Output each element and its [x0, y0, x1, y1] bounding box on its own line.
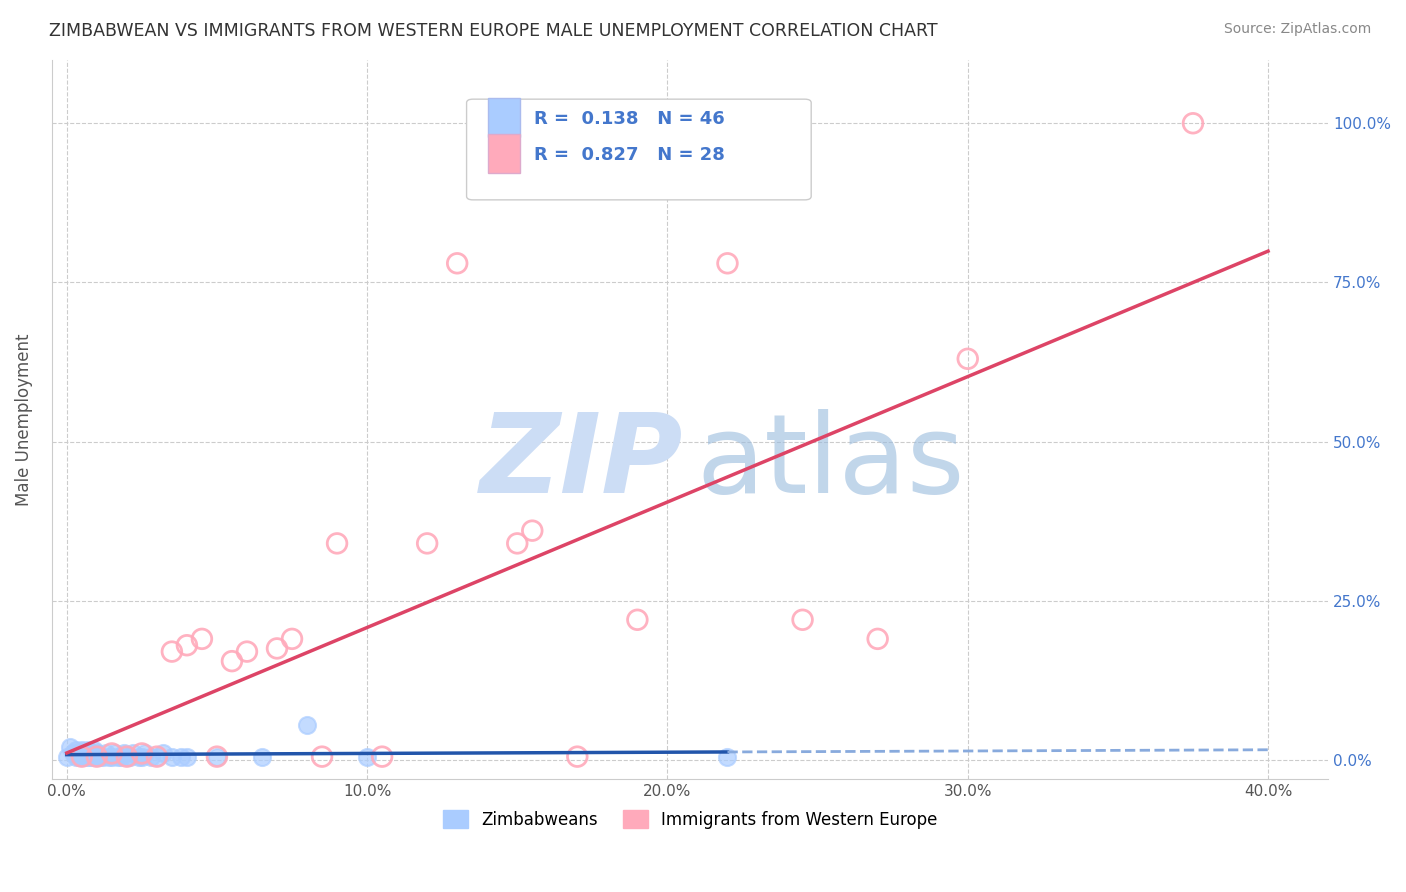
Point: [139, 749, 162, 764]
Point: [94, 747, 117, 761]
Point: [73, 749, 96, 764]
Point: [160, 749, 183, 764]
Point: [104, 747, 127, 761]
Point: [76, 743, 98, 757]
Point: [146, 749, 169, 764]
Point: [83, 749, 105, 764]
Text: R =  0.827   N = 28: R = 0.827 N = 28: [534, 145, 725, 163]
Point: [115, 749, 138, 764]
Point: [522, 524, 544, 538]
Point: [205, 749, 228, 764]
Point: [86, 749, 108, 764]
Point: [101, 749, 124, 764]
Point: [176, 638, 198, 652]
Text: atlas: atlas: [696, 409, 965, 516]
Point: [110, 749, 132, 764]
Point: [67, 749, 90, 764]
Point: [59, 740, 82, 755]
Text: ZIMBABWEAN VS IMMIGRANTS FROM WESTERN EUROPE MALE UNEMPLOYMENT CORRELATION CHART: ZIMBABWEAN VS IMMIGRANTS FROM WESTERN EU…: [49, 22, 938, 40]
Point: [128, 749, 150, 764]
Point: [191, 632, 214, 646]
Point: [160, 644, 183, 658]
Point: [626, 613, 648, 627]
Legend: Zimbabweans, Immigrants from Western Europe: Zimbabweans, Immigrants from Western Eur…: [436, 804, 943, 835]
Point: [107, 749, 129, 764]
Point: [716, 256, 738, 270]
Point: [86, 747, 108, 761]
Point: [97, 749, 120, 764]
Point: [146, 749, 169, 764]
Point: [205, 749, 228, 764]
Point: [506, 536, 529, 550]
Point: [134, 747, 156, 761]
Point: [356, 749, 378, 764]
Point: [866, 632, 889, 646]
Point: [76, 749, 98, 764]
Point: [70, 743, 93, 757]
Point: [956, 351, 979, 366]
Point: [266, 641, 288, 656]
Point: [295, 718, 318, 732]
Point: [89, 749, 111, 764]
Point: [311, 749, 333, 764]
Point: [131, 749, 153, 764]
FancyBboxPatch shape: [488, 134, 520, 173]
Point: [446, 256, 468, 270]
Y-axis label: Male Unemployment: Male Unemployment: [15, 333, 32, 506]
Point: [62, 747, 84, 761]
Point: [250, 749, 273, 764]
Point: [1182, 116, 1205, 130]
Point: [792, 613, 814, 627]
Point: [567, 749, 589, 764]
Point: [80, 747, 103, 761]
Point: [83, 743, 105, 757]
Point: [326, 536, 349, 550]
FancyBboxPatch shape: [467, 99, 811, 200]
Point: [70, 749, 93, 764]
Point: [112, 747, 135, 761]
Point: [80, 749, 103, 764]
Point: [221, 654, 243, 668]
Point: [716, 749, 738, 764]
Point: [131, 747, 153, 761]
Point: [55, 749, 77, 764]
Point: [70, 749, 93, 764]
Point: [170, 749, 193, 764]
Point: [236, 644, 259, 658]
Point: [73, 747, 96, 761]
Point: [67, 747, 90, 761]
Text: R =  0.138   N = 46: R = 0.138 N = 46: [534, 110, 725, 128]
Point: [118, 749, 141, 764]
Point: [65, 749, 87, 764]
Point: [152, 747, 174, 761]
Point: [101, 747, 124, 761]
Point: [121, 747, 143, 761]
Point: [86, 749, 108, 764]
Text: ZIP: ZIP: [479, 409, 683, 516]
Point: [65, 743, 87, 757]
FancyBboxPatch shape: [488, 98, 520, 137]
Point: [281, 632, 304, 646]
Point: [115, 749, 138, 764]
Point: [70, 747, 93, 761]
Text: Source: ZipAtlas.com: Source: ZipAtlas.com: [1223, 22, 1371, 37]
Point: [371, 749, 394, 764]
Point: [91, 749, 114, 764]
Point: [176, 749, 198, 764]
Point: [416, 536, 439, 550]
